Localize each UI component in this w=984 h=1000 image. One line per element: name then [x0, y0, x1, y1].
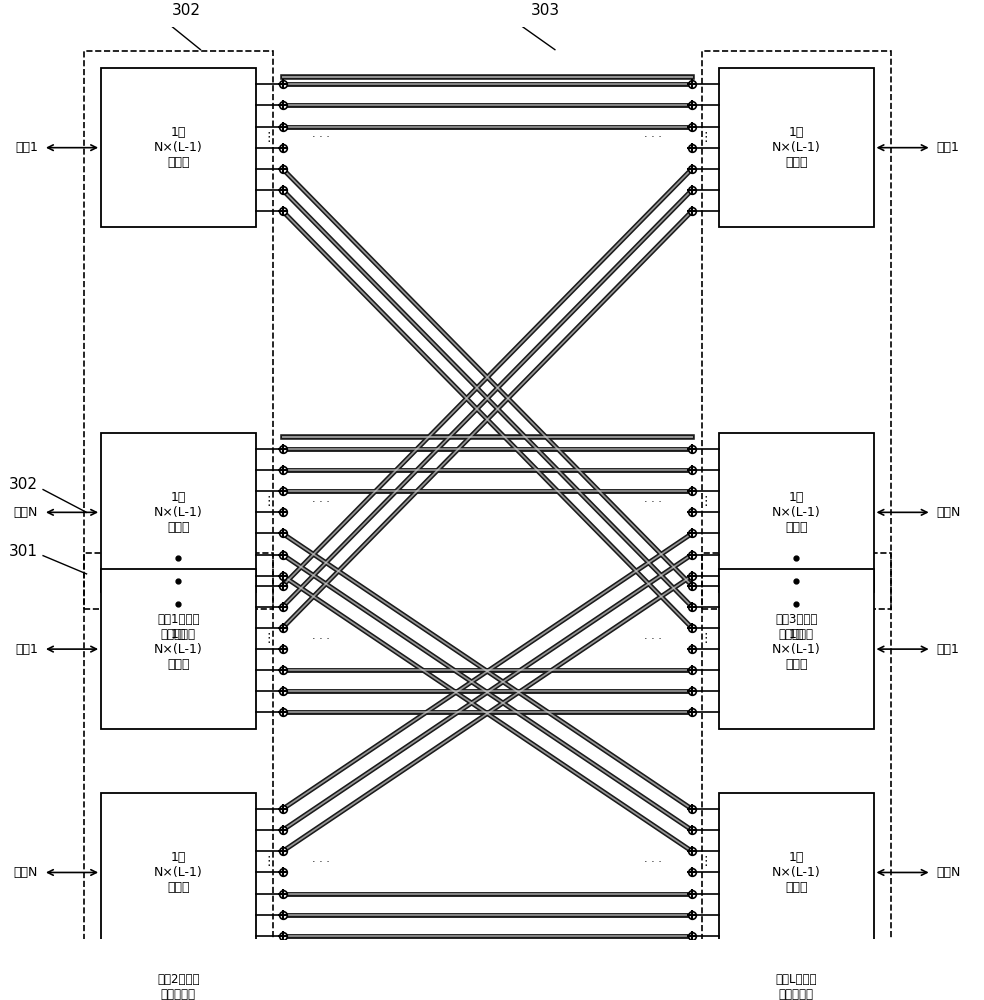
- Bar: [702, 553, 891, 969]
- Bar: [84, 51, 273, 609]
- Bar: [702, 51, 891, 609]
- Text: 通道N: 通道N: [14, 506, 38, 519]
- Text: 设备2对应的
交换节点群: 设备2对应的 交换节点群: [157, 973, 200, 1000]
- Text: 1分
N×(L-1)
功分器: 1分 N×(L-1) 功分器: [772, 851, 821, 894]
- Text: 通道N: 通道N: [14, 866, 38, 879]
- Bar: [719, 68, 874, 227]
- Bar: [719, 793, 874, 952]
- Text: 1分
N×(L-1)
功分器: 1分 N×(L-1) 功分器: [772, 491, 821, 534]
- Text: ⋮: ⋮: [700, 131, 711, 144]
- Text: 1分
N×(L-1)
功分器: 1分 N×(L-1) 功分器: [154, 126, 203, 169]
- Text: ⋮: ⋮: [263, 131, 276, 144]
- Text: · · ·: · · ·: [645, 857, 662, 867]
- Text: 通道1: 通道1: [16, 141, 38, 154]
- Text: 通道N: 通道N: [937, 866, 960, 879]
- Text: 通道N: 通道N: [937, 506, 960, 519]
- Text: 1分
N×(L-1)
功分器: 1分 N×(L-1) 功分器: [154, 491, 203, 534]
- Text: · · ·: · · ·: [312, 857, 331, 867]
- Text: 1分
N×(L-1)
功分器: 1分 N×(L-1) 功分器: [772, 628, 821, 671]
- Text: ⋮: ⋮: [263, 855, 276, 868]
- Text: 303: 303: [530, 3, 560, 18]
- Text: · · ·: · · ·: [312, 634, 331, 644]
- Text: 通道1: 通道1: [16, 643, 38, 656]
- Text: 设备3对应的
交换节点群: 设备3对应的 交换节点群: [775, 613, 818, 641]
- Text: 302: 302: [9, 477, 38, 492]
- Bar: [101, 433, 256, 592]
- Bar: [719, 433, 874, 592]
- Text: ⋮: ⋮: [700, 495, 711, 508]
- Text: ⋮: ⋮: [700, 632, 711, 645]
- Bar: [101, 793, 256, 952]
- Text: 设备L对应的
交换节点群: 设备L对应的 交换节点群: [775, 973, 817, 1000]
- Text: 1分
N×(L-1)
功分器: 1分 N×(L-1) 功分器: [772, 126, 821, 169]
- Text: 设备1对应的
交换节点群: 设备1对应的 交换节点群: [157, 613, 200, 641]
- Text: 通道1: 通道1: [937, 141, 959, 154]
- Bar: [719, 569, 874, 729]
- Text: · · ·: · · ·: [312, 497, 331, 507]
- Text: 1分
N×(L-1)
功分器: 1分 N×(L-1) 功分器: [154, 851, 203, 894]
- Text: ⋮: ⋮: [700, 855, 711, 868]
- Text: · · ·: · · ·: [645, 497, 662, 507]
- Bar: [101, 68, 256, 227]
- Text: ⋮: ⋮: [263, 632, 276, 645]
- Text: 302: 302: [171, 3, 201, 18]
- Text: · · ·: · · ·: [312, 132, 331, 142]
- Text: 通道1: 通道1: [937, 643, 959, 656]
- Text: ⋮: ⋮: [263, 495, 276, 508]
- Bar: [84, 553, 273, 969]
- Text: · · ·: · · ·: [645, 132, 662, 142]
- Bar: [101, 569, 256, 729]
- Text: 1分
N×(L-1)
功分器: 1分 N×(L-1) 功分器: [154, 628, 203, 671]
- Text: · · ·: · · ·: [645, 634, 662, 644]
- Text: 301: 301: [9, 544, 38, 559]
